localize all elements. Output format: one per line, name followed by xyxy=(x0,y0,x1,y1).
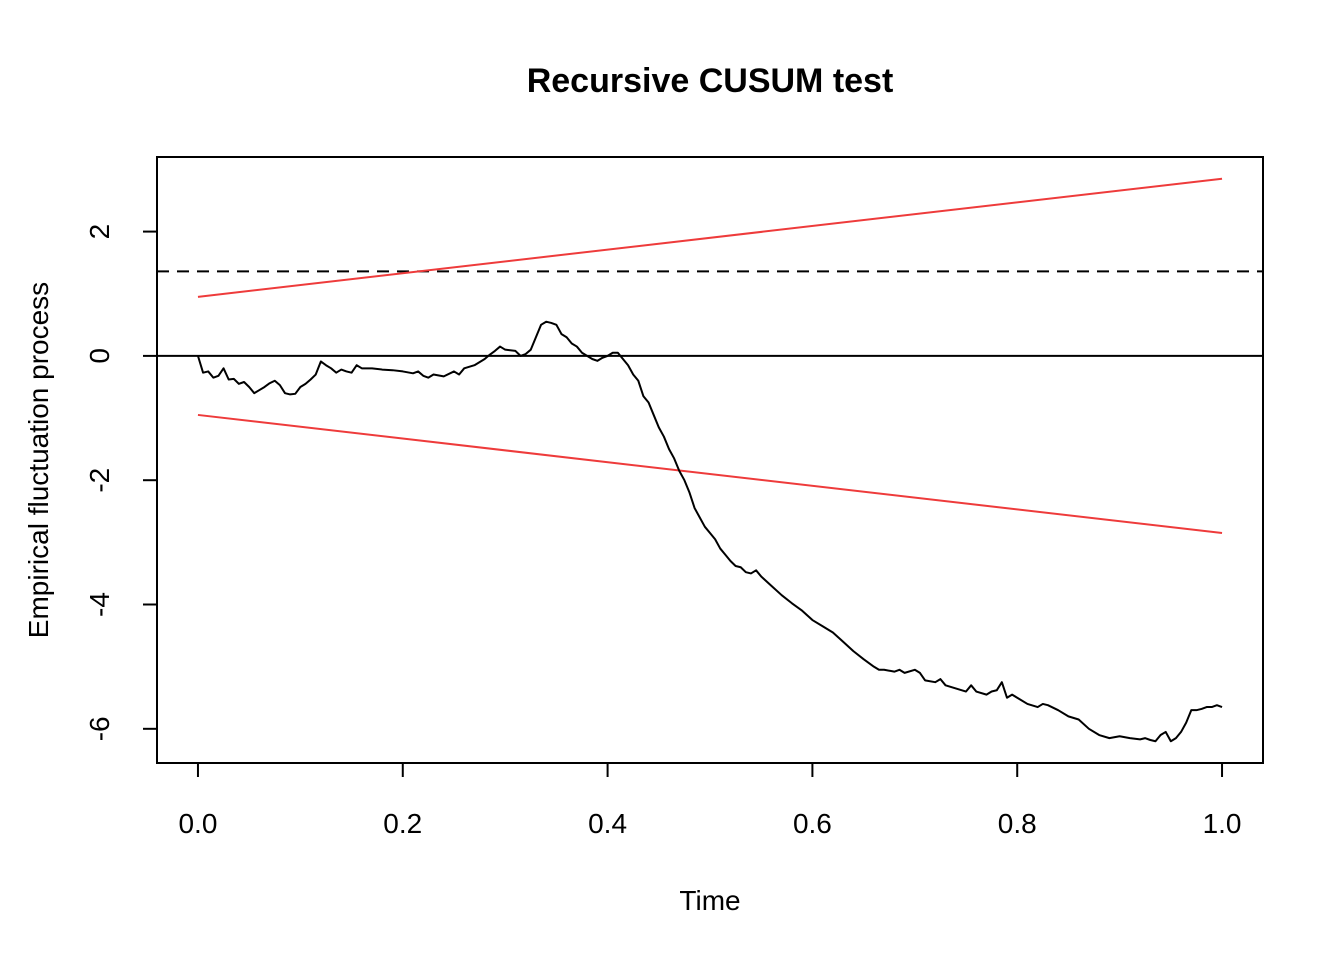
plot-frame xyxy=(156,156,1264,764)
x-tick-label: 0.4 xyxy=(588,808,627,839)
fluctuation-process-line xyxy=(197,320,1223,743)
x-axis-label: Time xyxy=(679,885,740,916)
x-tick-label: 1.0 xyxy=(1203,808,1242,839)
x-tick-label: 0.6 xyxy=(793,808,832,839)
y-tick-label: -2 xyxy=(84,468,115,493)
x-tick-label: 0.2 xyxy=(383,808,422,839)
plot-area xyxy=(157,177,1263,743)
chart-title: Recursive CUSUM test xyxy=(527,62,894,100)
x-tick-label: 0.8 xyxy=(998,808,1037,839)
y-tick-label: 2 xyxy=(84,224,115,240)
y-tick-label: 0 xyxy=(84,348,115,364)
y-tick-label: -4 xyxy=(84,592,115,617)
x-tick-label: 0.0 xyxy=(178,808,217,839)
axes: 0.0 0.2 0.4 0.6 0.8 1.0 -6 -4 -2 0 2 xyxy=(84,156,1264,839)
y-tick-label: -6 xyxy=(84,716,115,741)
y-axis-label: Empirical fluctuation process xyxy=(23,282,54,638)
lower-boundary-line xyxy=(197,413,1223,535)
upper-boundary-line xyxy=(197,177,1223,298)
